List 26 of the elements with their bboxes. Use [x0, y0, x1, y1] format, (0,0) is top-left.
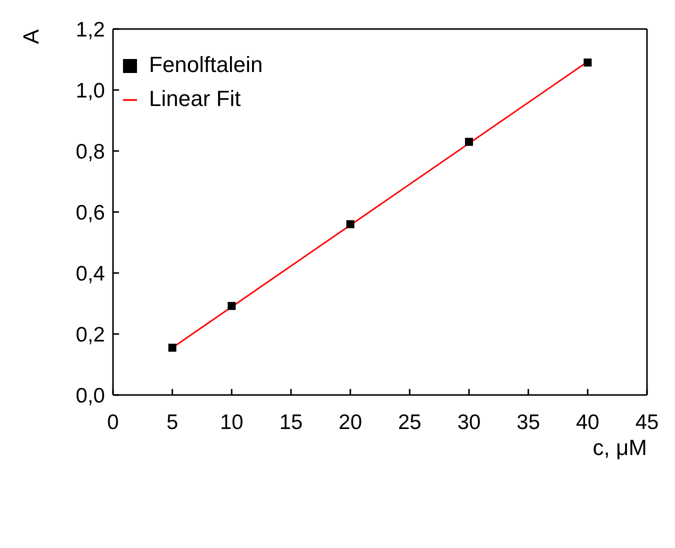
point — [465, 138, 473, 146]
x-tick-label: 20 — [338, 410, 362, 434]
y-axis-title: A — [18, 29, 44, 44]
x-tick-label: 0 — [107, 410, 119, 434]
legend-label: Linear Fit — [149, 86, 241, 111]
y-tick-label: 0,4 — [76, 262, 106, 286]
y-tick-label: 0,0 — [76, 384, 105, 408]
point — [228, 302, 236, 310]
y-tick-label: 0,6 — [76, 201, 105, 224]
point — [346, 220, 354, 228]
y-tick-label: 1,2 — [76, 18, 105, 42]
y-tick-label: 0,2 — [76, 323, 105, 346]
x-tick-label: 15 — [279, 410, 303, 434]
x-tick-label: 45 — [635, 410, 659, 434]
x-tick-label: 30 — [457, 410, 481, 434]
x-tick-label: 10 — [220, 410, 244, 434]
x-tick-label: 35 — [516, 410, 540, 434]
x-axis-title: c, μM — [592, 435, 647, 460]
y-tick-label: 0,8 — [76, 140, 105, 164]
point — [168, 344, 176, 352]
x-tick-label: 5 — [166, 410, 178, 434]
legend-label: Fenolftalein — [149, 52, 263, 77]
point — [584, 58, 592, 67]
y-tick-label: 1,0 — [76, 79, 105, 102]
x-tick-label: 40 — [576, 410, 600, 434]
x-tick-label: 25 — [398, 410, 422, 434]
